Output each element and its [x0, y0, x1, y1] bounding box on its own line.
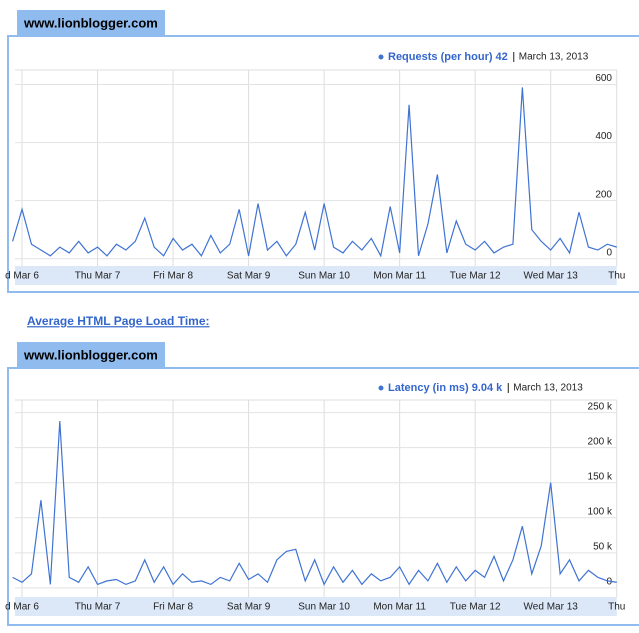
link[interactable]: Average HTML Page Load Time:: [27, 314, 210, 328]
x-tick-label: Sun Mar 10: [298, 602, 350, 613]
line: [12, 87, 617, 258]
tab-label: www.lionblogger.com: [23, 15, 158, 30]
y-tick-label: 150 k: [588, 471, 613, 482]
tab: [17, 342, 165, 368]
line: [12, 420, 617, 586]
x-tick-label: Thu Mar 7: [75, 271, 121, 282]
y-tick-label: 0: [606, 247, 612, 258]
y-tick-label: 50 k: [593, 541, 613, 552]
legend-dot: [378, 54, 384, 60]
frame: [7, 367, 639, 626]
legend-value: 9.04 k: [472, 382, 503, 394]
y-tick-label: 250 k: [588, 401, 613, 412]
y-tick-label: 200: [595, 189, 612, 200]
x-tick-label: Fri Mar 8: [153, 271, 193, 282]
x-axis-band: [15, 597, 617, 616]
x-tick-label: Tue Mar 12: [450, 271, 501, 282]
x-tick-label: Fri Mar 8: [153, 602, 193, 613]
x-tick-label: Mon Mar 11: [373, 602, 426, 613]
x-tick-label: Thu: [608, 271, 625, 282]
x-tick-label: Thu Mar 7: [75, 602, 121, 613]
tab-label: www.lionblogger.com: [23, 347, 158, 362]
legend-label: Requests (per hour): [388, 51, 493, 63]
y-tick-label: 200 k: [588, 436, 613, 447]
y-tick-label: 600: [595, 73, 612, 84]
y-tick-label: 400: [595, 131, 612, 142]
x-tick-label: d Mar 6: [5, 271, 39, 282]
x-axis-band: [15, 266, 617, 285]
x-tick-label: Wed Mar 13: [524, 271, 579, 282]
legend-date: March 13, 2013: [513, 383, 583, 394]
legend-value: 42: [496, 51, 508, 63]
y-tick-label: 100 k: [588, 506, 613, 517]
frame: [7, 35, 639, 293]
x-tick-label: Sat Mar 9: [227, 271, 271, 282]
tab: [17, 10, 165, 36]
legend-date: March 13, 2013: [519, 52, 589, 63]
x-tick-label: Tue Mar 12: [450, 602, 501, 613]
x-tick-label: d Mar 6: [5, 602, 39, 613]
legend-dot: [378, 385, 384, 391]
x-tick-label: Mon Mar 11: [373, 271, 426, 282]
x-tick-label: Sat Mar 9: [227, 602, 271, 613]
y-tick-label: 0: [606, 577, 612, 588]
legend-label: Latency (in ms): [388, 382, 469, 394]
x-tick-label: Thu: [608, 602, 625, 613]
x-tick-label: Sun Mar 10: [298, 271, 350, 282]
x-tick-label: Wed Mar 13: [524, 602, 579, 613]
